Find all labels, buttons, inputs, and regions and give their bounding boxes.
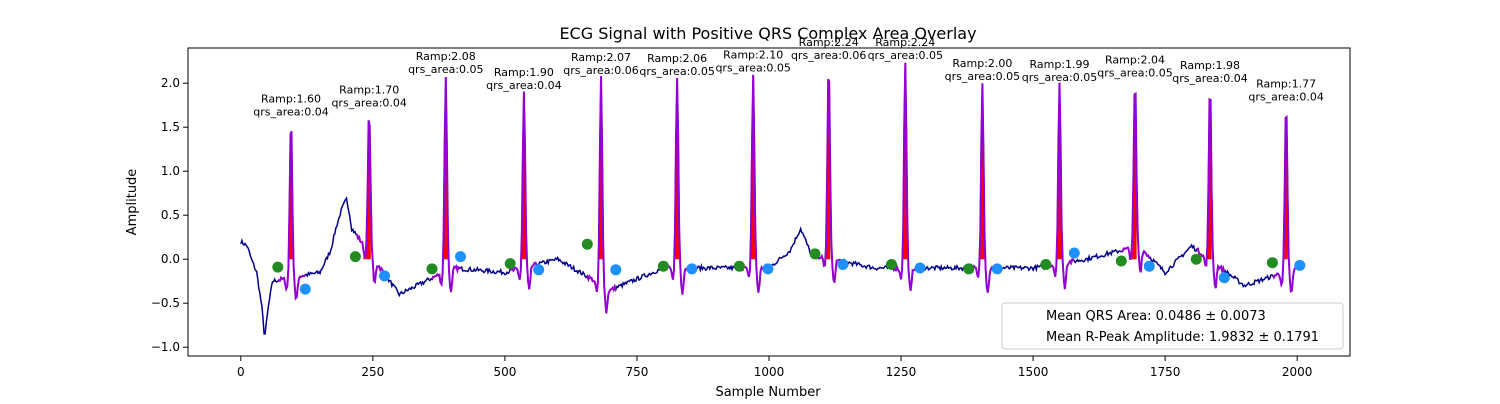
qrs-segment-2 <box>355 120 386 284</box>
r-amplitude-label-4: Ramp:1.90 <box>494 66 554 79</box>
s-point-marker-2 <box>379 270 390 282</box>
x-tick-label: 1750 <box>1150 365 1181 379</box>
r-amplitude-label-7: Ramp:2.10 <box>723 48 783 61</box>
s-point-marker-14 <box>1294 259 1306 271</box>
qrs-area-label-3: qrs_area:0.05 <box>408 63 483 76</box>
legend: Mean QRS Area: 0.0486 ± 0.0073 Mean R-Pe… <box>1001 302 1344 350</box>
qrs-area-label-11: qrs_area:0.05 <box>1022 71 1097 84</box>
legend-entry-r-peak: Mean R-Peak Amplitude: 1.9832 ± 0.1791 <box>1046 330 1319 345</box>
x-axis-label: Sample Number <box>715 385 821 400</box>
qrs-segment-1 <box>277 131 307 301</box>
r-amplitude-label-11: Ramp:1.99 <box>1029 58 1089 71</box>
qrs-segment-10 <box>968 83 998 293</box>
y-tick-label: −1.0 <box>151 340 180 354</box>
r-amplitude-label-14: Ramp:1.77 <box>1256 77 1316 90</box>
x-tick-label: 1000 <box>754 365 785 379</box>
s-point-marker-5 <box>610 264 622 276</box>
s-point-marker-7 <box>762 263 774 275</box>
y-tick-label: 2.0 <box>161 76 180 90</box>
qrs-area-label-8: qrs_area:0.06 <box>791 49 866 62</box>
y-axis-label: Amplitude <box>125 169 140 236</box>
qrs-segment-12 <box>1121 91 1151 273</box>
q-point-marker-12 <box>1115 255 1127 267</box>
x-tick-label: 1500 <box>1018 365 1049 379</box>
r-amplitude-label-10: Ramp:2.00 <box>952 57 1012 70</box>
qrs-area-label-6: qrs_area:0.05 <box>639 65 714 78</box>
x-tick-label: 500 <box>493 365 516 379</box>
qrs-area-label-12: qrs_area:0.05 <box>1097 67 1172 80</box>
r-amplitude-label-12: Ramp:2.04 <box>1105 54 1165 67</box>
q-point-marker-4 <box>504 258 516 270</box>
qrs-area-label-4: qrs_area:0.04 <box>486 79 561 92</box>
plot-area: Ramp:1.60qrs_area:0.04Ramp:1.70qrs_area:… <box>240 36 1324 335</box>
qrs-area-label-2: qrs_area:0.04 <box>331 97 406 110</box>
s-point-marker-4 <box>533 264 545 276</box>
s-point-marker-13 <box>1218 272 1230 284</box>
qrs-segment-14 <box>1272 115 1298 293</box>
x-axis: 0 250 500 750 1000 1250 1500 1750 2000 <box>237 356 1312 379</box>
s-point-marker-6 <box>686 263 698 275</box>
x-tick-label: 1250 <box>886 365 917 379</box>
q-point-marker-1 <box>272 261 284 273</box>
r-amplitude-label-6: Ramp:2.06 <box>647 52 707 65</box>
y-tick-label: 1.5 <box>161 120 180 134</box>
x-tick-label: 2000 <box>1282 365 1313 379</box>
r-amplitude-label-2: Ramp:1.70 <box>339 84 399 97</box>
chart-title: ECG Signal with Positive QRS Complex Are… <box>559 24 976 43</box>
q-point-marker-3 <box>426 263 438 275</box>
x-tick-label: 750 <box>626 365 649 379</box>
y-tick-label: 0.0 <box>161 252 180 266</box>
s-point-marker-12 <box>1143 260 1155 272</box>
q-point-marker-8 <box>809 248 821 260</box>
qrs-area-label-1: qrs_area:0.04 <box>253 105 328 118</box>
s-point-marker-11 <box>1068 247 1080 259</box>
s-point-marker-3 <box>455 251 466 263</box>
y-axis: −1.0 −0.5 0.0 0.5 1.0 1.5 2.0 <box>151 76 188 354</box>
r-amplitude-label-3: Ramp:2.08 <box>416 50 476 63</box>
r-amplitude-label-8: Ramp:2.24 <box>799 36 859 49</box>
legend-entry-qrs-area: Mean QRS Area: 0.0486 ± 0.0073 <box>1046 309 1266 324</box>
q-point-marker-14 <box>1266 257 1278 269</box>
qrs-area-label-14: qrs_area:0.04 <box>1248 90 1323 103</box>
y-tick-label: 0.5 <box>161 208 180 222</box>
q-point-marker-13 <box>1190 253 1202 265</box>
qrs-area-label-9: qrs_area:0.05 <box>868 49 943 62</box>
q-point-marker-11 <box>1040 259 1052 270</box>
q-point-marker-6 <box>657 260 669 272</box>
qrs-segment-8 <box>814 78 844 283</box>
qrs-area-label-7: qrs_area:0.05 <box>715 61 790 74</box>
qrs-segment-3 <box>431 77 461 293</box>
r-amplitude-label-5: Ramp:2.07 <box>571 51 631 64</box>
r-amplitude-label-1: Ramp:1.60 <box>261 92 321 105</box>
x-tick-label: 250 <box>361 365 384 379</box>
s-point-marker-9 <box>914 262 926 274</box>
q-point-marker-7 <box>733 260 745 272</box>
qrs-area-label-5: qrs_area:0.06 <box>563 64 638 77</box>
y-tick-label: 1.0 <box>161 164 180 178</box>
qrs-segment-13 <box>1196 97 1226 289</box>
q-point-marker-9 <box>886 259 897 270</box>
r-amplitude-label-13: Ramp:1.98 <box>1180 59 1240 72</box>
q-point-marker-5 <box>581 238 593 250</box>
q-point-marker-10 <box>963 263 975 275</box>
s-point-marker-1 <box>299 283 311 295</box>
s-point-marker-10 <box>991 263 1003 275</box>
r-amplitude-label-9: Ramp:2.24 <box>875 36 935 49</box>
qrs-area-label-13: qrs_area:0.04 <box>1172 72 1247 85</box>
qrs-segment-4 <box>509 91 540 290</box>
y-tick-label: −0.5 <box>151 296 180 310</box>
legend-box <box>1001 302 1344 350</box>
q-point-marker-2 <box>349 251 361 263</box>
qrs-segment-5 <box>586 75 617 314</box>
x-tick-label: 0 <box>237 365 245 379</box>
s-point-marker-8 <box>837 259 849 270</box>
qrs-area-label-10: qrs_area:0.05 <box>945 70 1020 83</box>
